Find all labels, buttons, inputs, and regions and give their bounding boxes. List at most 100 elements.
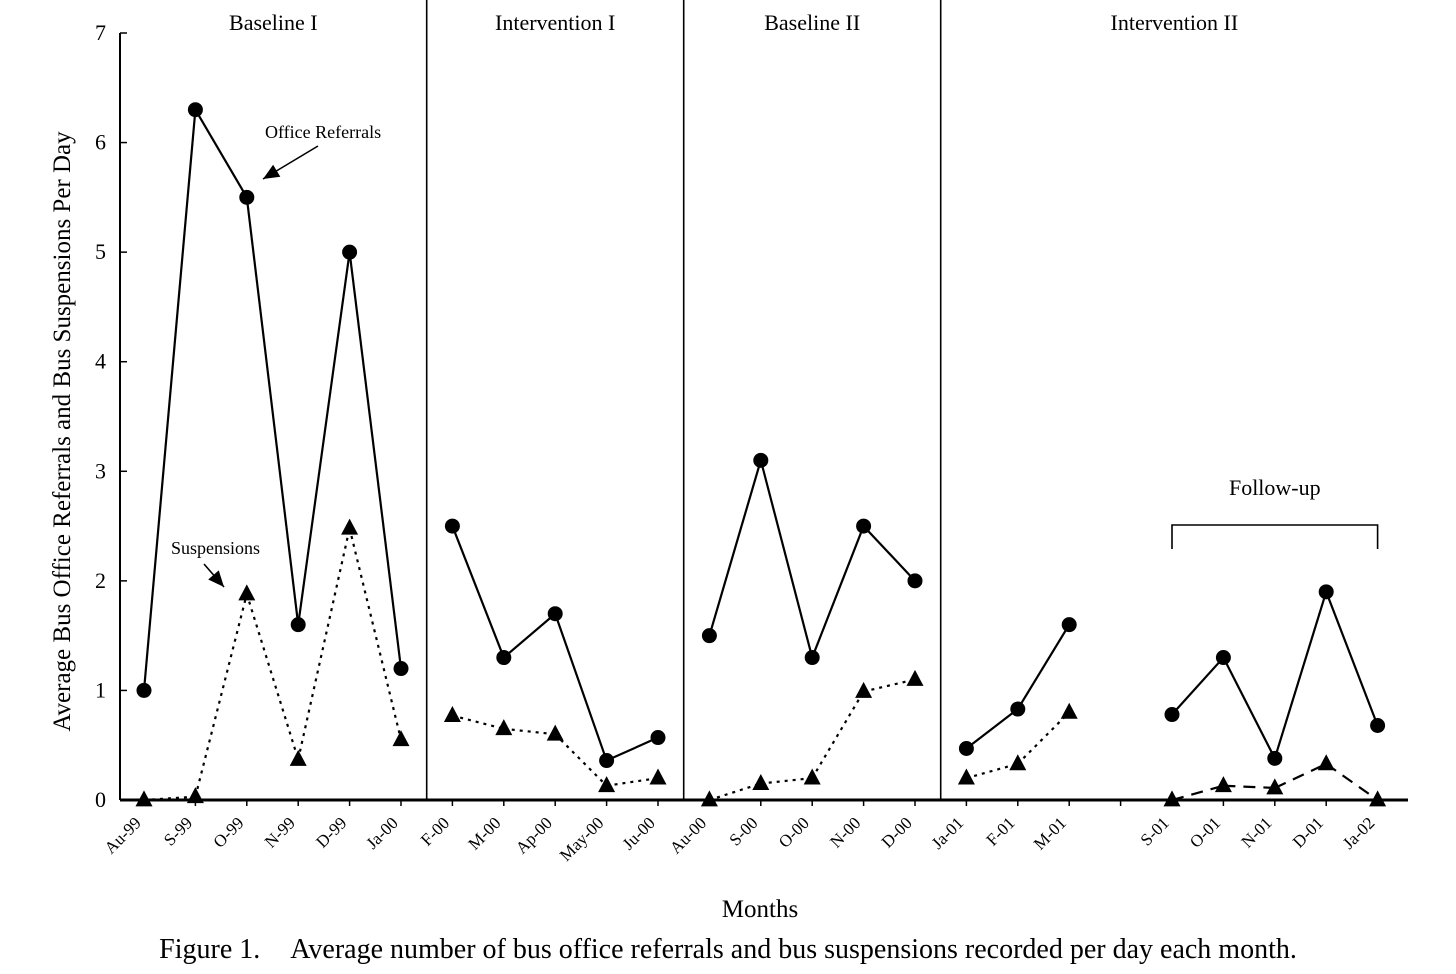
suspensions-point: [906, 669, 924, 686]
suspensions-point: [803, 768, 821, 785]
phase-label: Intervention II: [1111, 10, 1239, 35]
suspensions-point: [135, 790, 153, 807]
x-tick-label: S-00: [725, 813, 761, 849]
referrals-point: [1215, 650, 1231, 666]
referrals-line-segment: [451, 525, 505, 658]
y-tick-label: 2: [95, 568, 106, 593]
referrals-line-segment: [708, 460, 762, 636]
x-tick-label: N-00: [826, 813, 864, 851]
x-tick-label: M-00: [464, 813, 504, 853]
suspensions-point: [1317, 754, 1335, 771]
phase-label: Baseline I: [229, 10, 318, 35]
referrals-line-segment: [194, 109, 248, 198]
referrals-point: [342, 244, 358, 260]
referrals-point: [547, 606, 563, 622]
referrals-point: [1267, 750, 1283, 766]
x-tick-label: O-01: [1186, 813, 1224, 851]
x-axis-label: Months: [722, 896, 798, 923]
suspensions-point: [238, 584, 256, 601]
referrals-point: [907, 573, 923, 589]
suspensions-point: [957, 768, 975, 785]
y-tick-label: 5: [95, 239, 106, 264]
y-tick-label: 0: [95, 787, 106, 812]
suspensions-annotation: Suspensions: [171, 538, 260, 558]
referrals-point: [239, 189, 255, 205]
x-tick-label: May-00: [556, 813, 607, 864]
x-tick-label: Ja-02: [1339, 813, 1378, 852]
follow-up-label: Follow-up: [1229, 475, 1321, 500]
referrals-point: [599, 753, 615, 769]
referrals-line-segment: [1016, 624, 1071, 710]
referrals-line-segment: [1171, 656, 1225, 716]
x-tick-label: D-00: [878, 813, 916, 851]
y-tick-label: 1: [95, 677, 106, 702]
suspensions-line-segment: [452, 714, 505, 730]
x-tick-label: Au-99: [101, 813, 145, 857]
suspensions-point: [700, 790, 718, 807]
x-tick-label: S-01: [1137, 813, 1173, 849]
referrals-point: [136, 682, 152, 698]
referrals-point: [290, 617, 306, 633]
referrals-point: [444, 518, 460, 534]
y-tick-label: 6: [95, 130, 106, 155]
y-tick-label: 7: [95, 20, 106, 45]
referrals-point: [1164, 707, 1180, 723]
x-tick-label: F-01: [982, 813, 1018, 849]
x-tick-label: N-01: [1237, 813, 1275, 851]
suspensions-line-segment: [245, 593, 300, 760]
suspensions-point: [1009, 754, 1027, 771]
suspensions-point: [392, 730, 410, 747]
referrals-point: [804, 650, 820, 666]
suspensions-point: [1060, 702, 1078, 719]
referrals-line-segment: [1273, 591, 1328, 759]
referrals-line-segment: [606, 736, 659, 762]
x-tick-label: N-99: [261, 813, 299, 851]
x-tick-label: F-00: [417, 813, 453, 849]
suspensions-point: [1163, 790, 1181, 807]
referrals-point: [1061, 617, 1077, 633]
office-referrals-annotation: Office Referrals: [265, 122, 381, 142]
x-tick-label: Ap-00: [512, 813, 556, 857]
suspensions-point: [1266, 778, 1284, 795]
follow-up-bracket: [1171, 524, 1379, 549]
referrals-line-segment: [1222, 657, 1276, 759]
referrals-line-segment: [862, 525, 916, 582]
x-tick-label: Ja-01: [928, 813, 967, 852]
suspensions-line-segment: [966, 762, 1019, 780]
x-tick-label: O-00: [775, 813, 813, 851]
referrals-line-segment: [348, 252, 403, 669]
x-tick-label: Ju-00: [619, 813, 659, 853]
referrals-point: [496, 650, 512, 666]
referrals-point: [650, 730, 666, 746]
referrals-line-segment: [1325, 591, 1379, 726]
suspensions-line-segment: [760, 776, 813, 785]
suspensions-point: [855, 681, 873, 698]
referrals-line-segment: [965, 708, 1019, 750]
referrals-point: [187, 102, 203, 118]
suspensions-line-segment: [554, 733, 608, 787]
referrals-point: [701, 628, 717, 644]
suspensions-point: [752, 773, 770, 790]
referrals-line-segment: [554, 613, 608, 761]
referrals-line-segment: [297, 251, 351, 625]
phase-label: Intervention I: [495, 10, 615, 35]
y-tick-label: 3: [95, 458, 106, 483]
suspensions-point: [546, 724, 564, 741]
referrals-point: [1318, 584, 1334, 600]
suspensions-line-segment: [503, 727, 556, 736]
figure-caption: Figure 1. Average number of bus office re…: [0, 934, 1456, 966]
y-axis-label: Average Bus Office Referrals and Bus Sus…: [49, 131, 76, 732]
referrals-line-segment: [759, 460, 814, 658]
x-tick-label: D-99: [312, 813, 350, 851]
suspensions-line-segment: [863, 678, 916, 693]
suspensions-line-segment: [143, 795, 196, 802]
suspensions-line-segment: [348, 528, 403, 740]
suspensions-point: [1369, 790, 1387, 807]
suspensions-point: [1214, 776, 1232, 793]
x-tick-label: O-99: [209, 813, 247, 851]
x-tick-label: S-99: [160, 813, 196, 849]
suspensions-point: [598, 776, 616, 793]
referrals-line-segment: [245, 197, 300, 625]
suspensions-line-segment: [1171, 784, 1224, 802]
